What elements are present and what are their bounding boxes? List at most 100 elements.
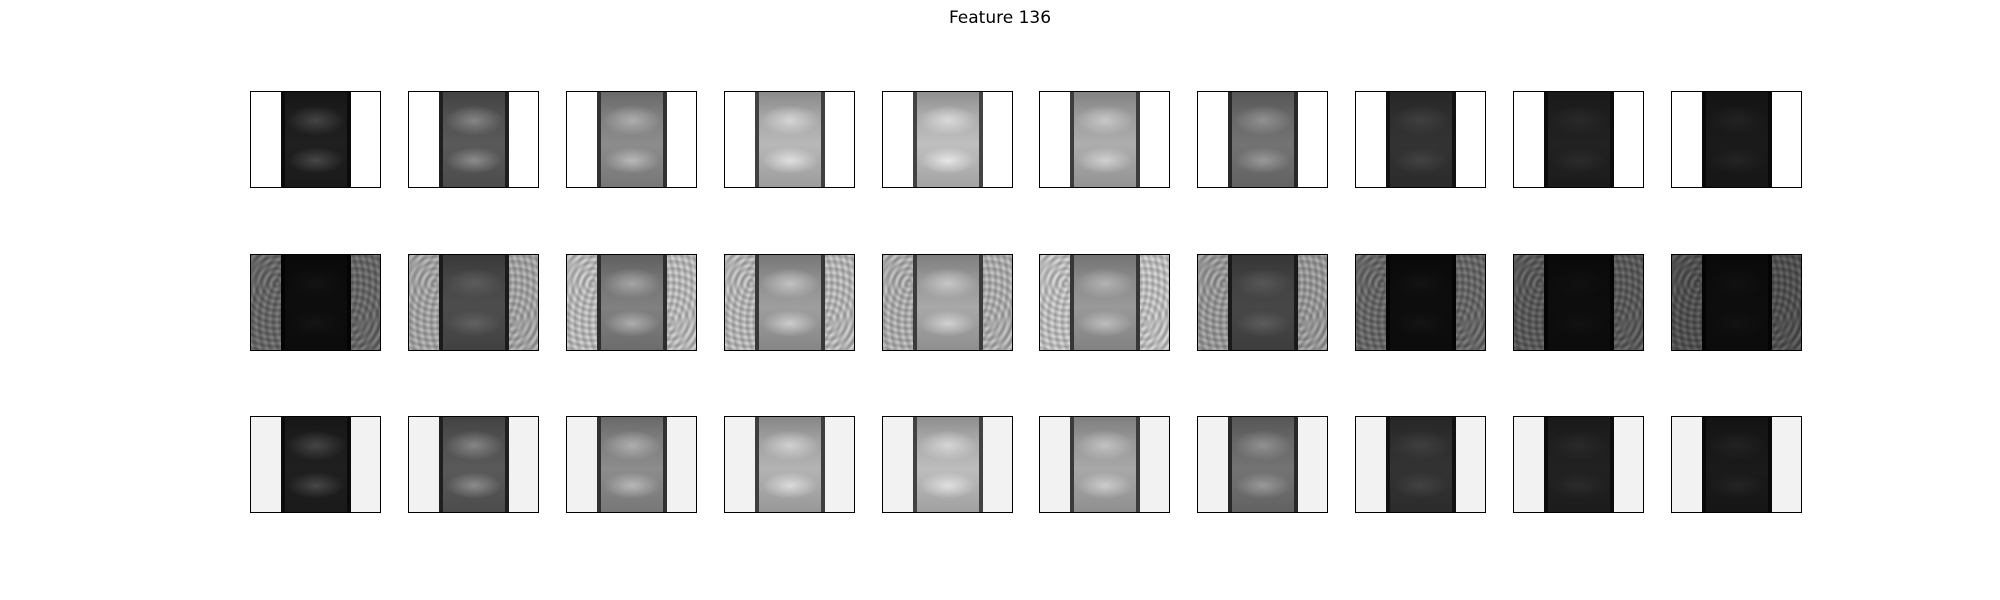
strip-edge-right — [505, 92, 509, 187]
feature-map-panel — [1039, 254, 1170, 351]
activation-strip — [1070, 417, 1140, 512]
strip-edge-right — [347, 417, 351, 512]
activation-strip — [755, 417, 825, 512]
strip-edge-right — [821, 417, 825, 512]
feature-map-panel — [1671, 91, 1802, 188]
feature-map-panel — [1355, 254, 1486, 351]
strip-edge-right — [821, 255, 825, 350]
strip-edge-right — [979, 92, 983, 187]
activation-strip — [913, 417, 983, 512]
activation-strip — [1544, 417, 1614, 512]
feature-map-panel — [882, 91, 1013, 188]
activation-strip — [1702, 255, 1772, 350]
activation-strip — [913, 92, 983, 187]
strip-edge-left — [1228, 417, 1232, 512]
strip-edge-left — [1544, 92, 1548, 187]
activation-strip — [597, 255, 667, 350]
activation-strip — [1386, 255, 1456, 350]
strip-edge-right — [1768, 417, 1772, 512]
strip-edge-right — [1452, 417, 1456, 512]
feature-map-panel — [1355, 91, 1486, 188]
strip-edge-right — [821, 92, 825, 187]
strip-edge-right — [1768, 255, 1772, 350]
strip-edge-left — [1228, 255, 1232, 350]
activation-strip — [439, 417, 509, 512]
strip-edge-left — [1070, 92, 1074, 187]
activation-strip — [755, 92, 825, 187]
activation-strip — [1702, 92, 1772, 187]
strip-edge-right — [1294, 417, 1298, 512]
strip-edge-left — [1702, 92, 1706, 187]
activation-strip — [913, 255, 983, 350]
strip-edge-right — [663, 92, 667, 187]
feature-map-panel — [1671, 254, 1802, 351]
strip-edge-right — [1136, 92, 1140, 187]
feature-map-panel — [566, 91, 697, 188]
feature-map-panel — [882, 416, 1013, 513]
strip-edge-left — [913, 92, 917, 187]
strip-edge-left — [597, 92, 601, 187]
strip-edge-left — [597, 417, 601, 512]
strip-edge-right — [979, 255, 983, 350]
strip-edge-right — [505, 417, 509, 512]
activation-strip — [281, 255, 351, 350]
feature-map-panel — [724, 416, 855, 513]
strip-edge-left — [439, 417, 443, 512]
strip-edge-left — [597, 255, 601, 350]
feature-map-panel — [1197, 254, 1328, 351]
feature-map-panel — [1513, 254, 1644, 351]
strip-edge-right — [1294, 92, 1298, 187]
strip-edge-left — [1544, 417, 1548, 512]
activation-strip — [1544, 92, 1614, 187]
strip-edge-right — [1136, 417, 1140, 512]
strip-edge-left — [1228, 92, 1232, 187]
activation-strip — [281, 417, 351, 512]
strip-edge-left — [913, 255, 917, 350]
strip-edge-left — [1070, 417, 1074, 512]
strip-edge-left — [439, 92, 443, 187]
activation-strip — [597, 92, 667, 187]
strip-edge-left — [755, 92, 759, 187]
strip-edge-right — [347, 255, 351, 350]
strip-edge-left — [1386, 92, 1390, 187]
strip-edge-right — [1452, 255, 1456, 350]
strip-edge-right — [1768, 92, 1772, 187]
strip-edge-right — [979, 417, 983, 512]
feature-map-panel — [1197, 416, 1328, 513]
feature-map-panel — [1513, 416, 1644, 513]
activation-strip — [755, 255, 825, 350]
activation-strip — [1386, 417, 1456, 512]
activation-strip — [1702, 417, 1772, 512]
feature-map-panel — [724, 254, 855, 351]
strip-edge-right — [505, 255, 509, 350]
activation-strip — [1070, 255, 1140, 350]
feature-map-panel — [566, 254, 697, 351]
strip-edge-left — [1544, 255, 1548, 350]
feature-map-panel — [1197, 91, 1328, 188]
strip-edge-left — [1702, 417, 1706, 512]
strip-edge-right — [1136, 255, 1140, 350]
strip-edge-right — [347, 92, 351, 187]
strip-edge-right — [663, 255, 667, 350]
feature-map-panel — [250, 91, 381, 188]
activation-strip — [281, 92, 351, 187]
strip-edge-left — [913, 417, 917, 512]
feature-map-panel — [1355, 416, 1486, 513]
feature-map-panel — [250, 416, 381, 513]
feature-map-panel — [250, 254, 381, 351]
strip-edge-right — [663, 417, 667, 512]
activation-strip — [1228, 92, 1298, 187]
strip-edge-left — [281, 417, 285, 512]
strip-edge-right — [1610, 92, 1614, 187]
feature-map-panel — [408, 416, 539, 513]
feature-map-panel — [724, 91, 855, 188]
activation-strip — [597, 417, 667, 512]
feature-map-panel — [566, 416, 697, 513]
activation-strip — [439, 255, 509, 350]
strip-edge-left — [755, 417, 759, 512]
feature-map-panel — [1039, 416, 1170, 513]
strip-edge-left — [281, 255, 285, 350]
strip-edge-left — [281, 92, 285, 187]
feature-map-panel — [1513, 91, 1644, 188]
strip-edge-right — [1610, 417, 1614, 512]
